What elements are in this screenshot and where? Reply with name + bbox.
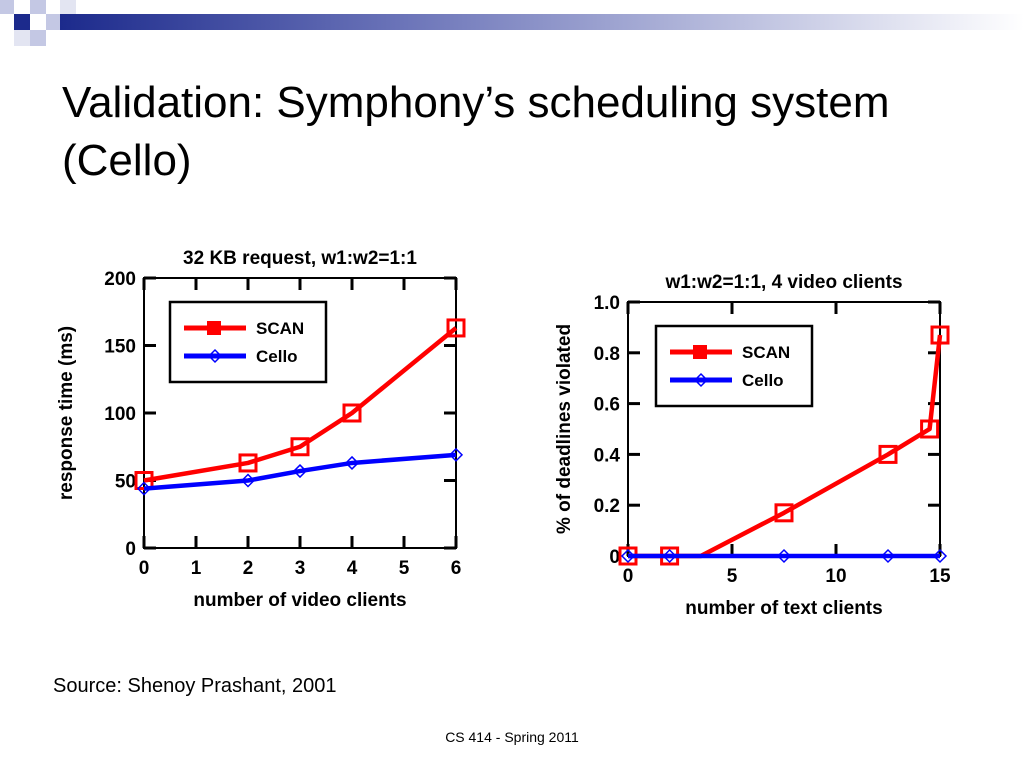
deco-square-3 <box>30 0 46 14</box>
chart2-series-cello-point <box>776 548 792 564</box>
chart1-legend-marker-cello <box>207 348 223 364</box>
chart1-series-cello-point <box>344 455 360 471</box>
chart1-y-tick-label: 150 <box>104 337 136 358</box>
chart2-legend-box <box>654 324 814 408</box>
chart1-y-tick-label: 200 <box>104 269 136 290</box>
chart1-x-tick-label: 1 <box>191 558 202 579</box>
chart2-series-scan-point <box>930 325 950 345</box>
chart2-y-tick-label: 0.2 <box>594 496 620 517</box>
chart-response-time: 32 KB request, w1:w2=1:1 0 1 2 3 4 5 6 0 50 100 150… <box>56 248 466 611</box>
chart1-x-tick-label: 3 <box>295 558 306 579</box>
chart2-series-scan-point <box>878 444 898 464</box>
deco-square-5 <box>30 30 46 46</box>
chart2-x-tick-label: 15 <box>929 566 951 587</box>
chart1-y-tick-label: 100 <box>104 404 136 425</box>
chart1-legend-label-scan: SCAN <box>256 319 304 338</box>
slide-title: Validation: Symphony’s scheduling system… <box>62 78 890 185</box>
chart1-x-tick-label: 6 <box>451 558 462 579</box>
chart1-series-scan-point <box>446 318 466 338</box>
chart1-legend-box <box>168 300 328 384</box>
chart1-series-scan-point <box>290 437 310 457</box>
chart2-y-tick-label: 1.0 <box>594 293 620 314</box>
chart1-series-cello-point <box>292 463 308 479</box>
chart2-x-tick-label: 5 <box>727 566 738 587</box>
chart2-legend-label-scan: SCAN <box>742 343 790 362</box>
chart2-x-axis-label: number of text clients <box>685 598 882 619</box>
chart1-title: 32 KB request, w1:w2=1:1 <box>183 248 417 269</box>
chart1-x-tick-label: 0 <box>139 558 150 579</box>
chart1-x-tick-label: 4 <box>347 558 358 579</box>
chart2-legend-marker-scan <box>693 345 707 359</box>
chart2-series-cello-point <box>880 548 896 564</box>
chart2-series-scan-point <box>920 419 940 439</box>
chart2-y-tick-label: 0.6 <box>594 395 620 416</box>
chart1-series-cello-point <box>240 473 256 488</box>
chart1-x-tick-label: 5 <box>399 558 410 579</box>
chart2-y-axis-label: % of deadlines violated <box>554 324 575 534</box>
chart-deadlines-violated: w1:w2=1:1, 4 video clients 0 5 10 15 0 0.2 0.4 0… <box>554 272 951 619</box>
chart1-series-cello-point <box>136 481 152 496</box>
chart2-x-tick-label: 0 <box>623 566 634 587</box>
chart1-y-tick-label: 50 <box>115 472 136 493</box>
chart2-x-tick-label: 10 <box>825 566 846 587</box>
chart2-y-tick-label: 0.4 <box>594 445 621 466</box>
chart1-legend-label-cello: Cello <box>256 347 298 366</box>
chart2-y-tick-label: 0.8 <box>594 344 620 365</box>
chart1-series-scan-point <box>238 453 258 473</box>
chart1-series-cello-point <box>448 447 464 462</box>
chart1-x-tick-label: 2 <box>243 558 254 579</box>
chart2-series-cello-point <box>662 548 677 564</box>
chart2-legend-marker-cello <box>693 372 709 388</box>
footer-text: CS 414 - Spring 2011 <box>445 729 579 745</box>
chart2-title: w1:w2=1:1, 4 video clients <box>664 272 902 293</box>
deco-square-4 <box>46 14 60 30</box>
chart1-y-tick-label: 0 <box>125 539 136 560</box>
chart2-series-cello-point <box>932 548 948 564</box>
chart2-series-scan-point <box>774 503 794 523</box>
header-gradient-bar <box>60 14 1024 30</box>
header-decoration <box>0 0 1024 46</box>
chart1-x-axis-label: number of video clients <box>193 590 406 611</box>
chart1-series-scan-line <box>143 326 458 483</box>
chart1-series-cello-line <box>143 452 457 491</box>
chart1-y-axis-label: response time (ms) <box>56 326 77 500</box>
deco-square-1 <box>0 0 14 14</box>
chart2-series-cello-point <box>620 548 636 564</box>
deco-square-2 <box>14 14 30 30</box>
deco-square-6 <box>14 30 30 46</box>
chart1-legend-marker-scan <box>207 321 221 335</box>
chart2-y-tick-label: 0 <box>609 547 620 568</box>
source-caption: Source: Shenoy Prashant, 2001 <box>53 675 337 697</box>
deco-square-7 <box>60 0 76 14</box>
chart2-legend-label-cello: Cello <box>742 371 784 390</box>
chart1-series-scan-point <box>342 403 362 423</box>
